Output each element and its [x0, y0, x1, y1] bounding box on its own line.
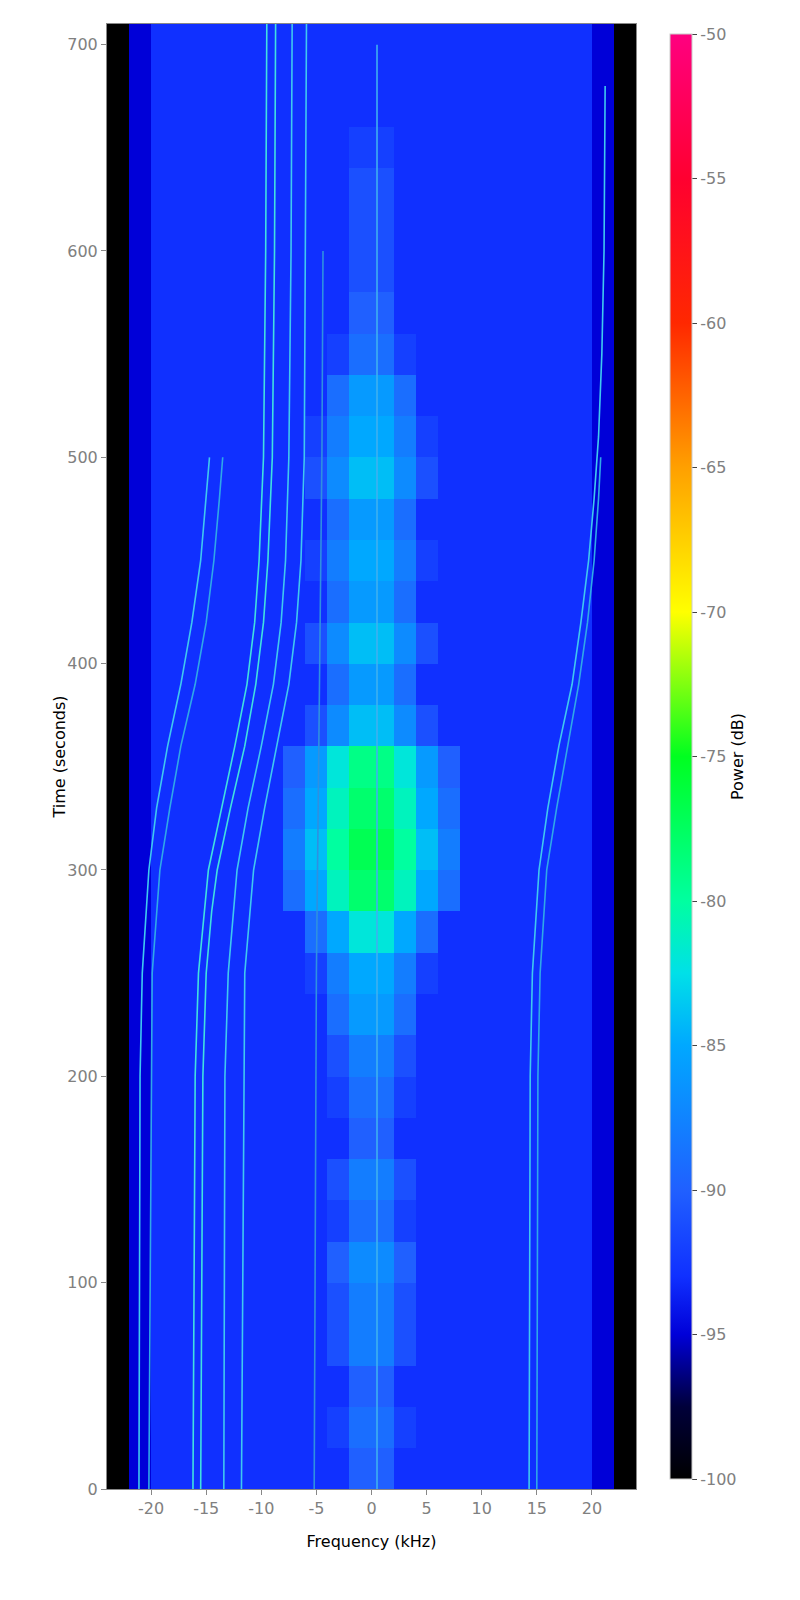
- svg-text:-65: -65: [700, 458, 726, 477]
- svg-text:15: 15: [527, 1499, 547, 1518]
- svg-text:Frequency (kHz): Frequency (kHz): [307, 1532, 437, 1551]
- svg-text:100: 100: [67, 1273, 98, 1292]
- svg-text:0: 0: [88, 1480, 98, 1499]
- svg-text:-5: -5: [308, 1499, 324, 1518]
- svg-text:300: 300: [67, 861, 98, 880]
- svg-text:-55: -55: [700, 169, 726, 188]
- svg-text:Time (seconds): Time (seconds): [50, 695, 69, 818]
- svg-text:-20: -20: [138, 1499, 164, 1518]
- svg-text:5: 5: [422, 1499, 432, 1518]
- svg-text:500: 500: [67, 448, 98, 467]
- svg-text:-10: -10: [248, 1499, 274, 1518]
- svg-text:700: 700: [67, 35, 98, 54]
- svg-text:10: 10: [472, 1499, 492, 1518]
- svg-text:400: 400: [67, 654, 98, 673]
- svg-text:-15: -15: [193, 1499, 219, 1518]
- svg-text:-90: -90: [700, 1181, 726, 1200]
- svg-text:-60: -60: [700, 314, 726, 333]
- svg-text:200: 200: [67, 1067, 98, 1086]
- svg-text:-85: -85: [700, 1036, 726, 1055]
- svg-text:20: 20: [582, 1499, 602, 1518]
- svg-text:-100: -100: [700, 1470, 736, 1489]
- svg-text:600: 600: [67, 242, 98, 261]
- svg-text:-80: -80: [700, 892, 726, 911]
- svg-text:-70: -70: [700, 603, 726, 622]
- svg-text:-50: -50: [700, 25, 726, 44]
- svg-text:0: 0: [366, 1499, 376, 1518]
- svg-text:-75: -75: [700, 747, 726, 766]
- svg-text:Power (dB): Power (dB): [728, 713, 747, 800]
- svg-text:-95: -95: [700, 1325, 726, 1344]
